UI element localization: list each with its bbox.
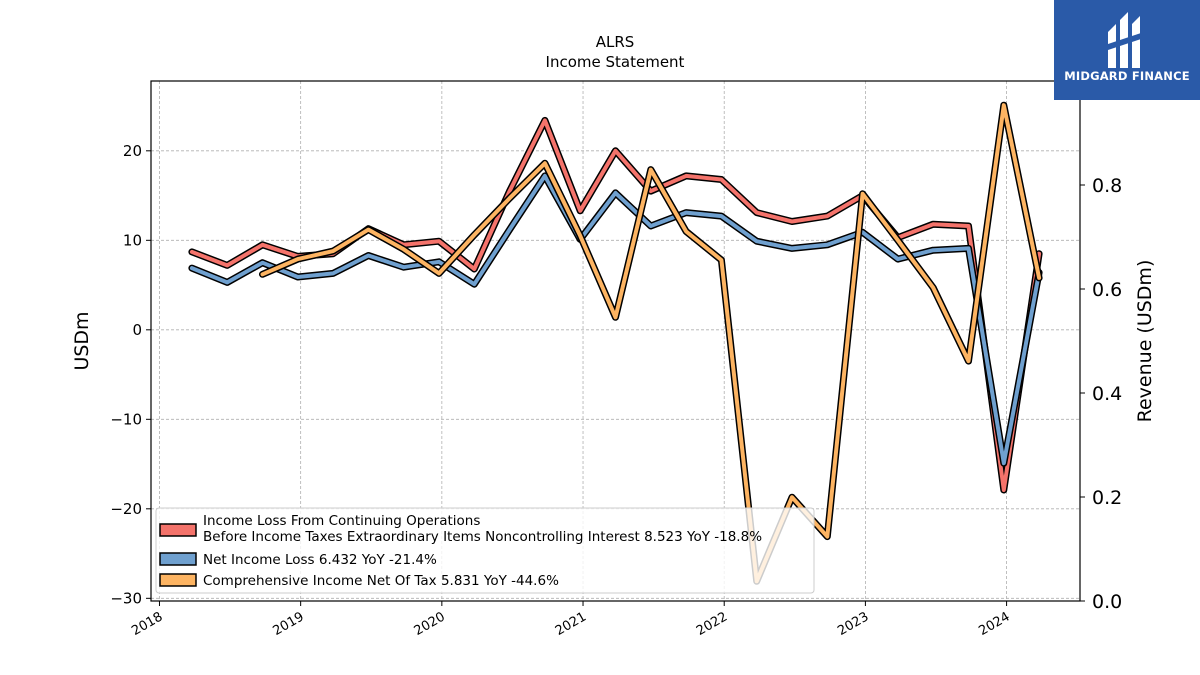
x-tick-label: 2021	[553, 609, 589, 639]
chart-subtitle: Income Statement	[546, 53, 685, 71]
legend-label-net-income: Net Income Loss 6.432 YoY -21.4%	[203, 552, 437, 568]
legend-label-comprehensive-income: Comprehensive Income Net Of Tax 5.831 Yo…	[203, 573, 559, 589]
legend: Income Loss From Continuing Operations B…	[155, 507, 815, 594]
brand-logo: MIDGARD FINANCE	[1054, 0, 1200, 100]
legend-label-income-loss-line2: Before Income Taxes Extraordinary Items …	[203, 529, 762, 545]
x-tick-label: 2019	[270, 609, 306, 639]
legend-box	[155, 507, 815, 594]
left-axis: −30 −20 −10 0 10 20	[110, 142, 151, 607]
y-tick-label: −20	[110, 500, 142, 518]
chart-title: ALRS	[596, 33, 635, 51]
legend-swatch-comprehensive-income	[159, 573, 197, 587]
x-tick-label: 2024	[976, 609, 1012, 639]
legend-swatch-income-loss	[159, 523, 197, 537]
x-tick-label: 2018	[129, 609, 165, 639]
series-line-comprehensive-income	[260, 103, 1042, 584]
brand-name: MIDGARD FINANCE	[1064, 69, 1190, 83]
y-right-tick-label: 0.4	[1092, 383, 1122, 405]
y-right-tick-label: 0.2	[1092, 487, 1122, 509]
y-right-tick-label: 0.6	[1092, 279, 1122, 301]
midgard-logo-icon	[1108, 12, 1144, 68]
y-right-tick-label: 0.0	[1092, 591, 1122, 613]
right-axis: 0.0 0.2 0.4 0.6 0.8	[1080, 175, 1122, 613]
y-tick-label: 0	[132, 321, 142, 339]
series-line-net-income	[189, 173, 1042, 466]
x-axis: 2018 2019 2020 2021 2022 2023 2024	[129, 601, 1013, 639]
y-axis-label: USDm	[71, 311, 93, 370]
grid	[151, 81, 1080, 601]
legend-label-income-loss-line1: Income Loss From Continuing Operations	[203, 513, 480, 529]
y-tick-label: −30	[110, 589, 142, 607]
series-lines	[188, 101, 1043, 585]
x-tick-label: 2023	[835, 609, 871, 639]
x-tick-label: 2020	[412, 609, 448, 639]
plot-frame	[150, 80, 1081, 602]
y-tick-label: 10	[123, 231, 142, 249]
x-tick-label: 2022	[694, 609, 730, 639]
y-axis-label-right: Revenue (USDm)	[1134, 260, 1156, 423]
y-tick-label: −10	[110, 410, 142, 428]
legend-swatch-net-income	[159, 552, 197, 566]
y-tick-label: 20	[123, 142, 142, 160]
y-right-tick-label: 0.8	[1092, 175, 1122, 197]
